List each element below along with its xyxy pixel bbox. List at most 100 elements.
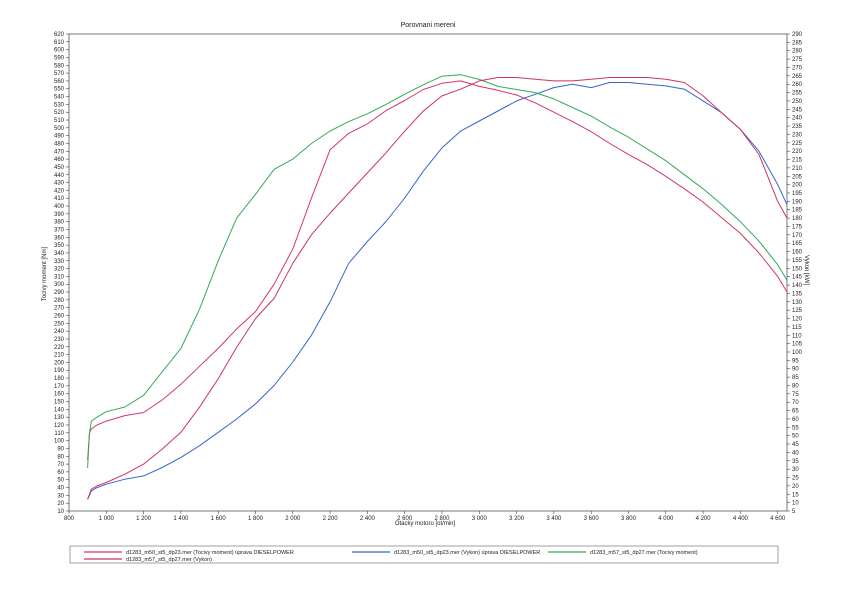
y-tick-label: 360	[54, 235, 65, 241]
y-tick-label: 410	[54, 196, 65, 202]
y2-tick-label: 175	[792, 224, 803, 230]
y2-tick-label: 70	[792, 400, 799, 406]
y-tick-label: 270	[54, 306, 65, 312]
x-tick-label: 4 400	[733, 516, 749, 522]
y2-tick-label: 95	[792, 358, 799, 364]
y-tick-label: 380	[54, 220, 65, 226]
y-tick-label: 560	[54, 79, 65, 85]
y2-tick-label: 170	[792, 233, 803, 239]
y-tick-label: 350	[54, 243, 65, 249]
y2-tick-label: 35	[792, 459, 799, 465]
y2-tick-label: 50	[792, 434, 799, 440]
y-tick-label: 10	[57, 509, 64, 515]
y2-tick-label: 155	[792, 258, 803, 264]
y-tick-label: 30	[57, 493, 64, 499]
y2-tick-label: 165	[792, 241, 803, 247]
y2-tick-label: 160	[792, 250, 803, 256]
y2-tick-label: 275	[792, 57, 803, 63]
legend: d1283_m50_st5_dp23.mer (Tocivy moment) ú…	[69, 545, 779, 564]
y-tick-label: 100	[54, 439, 65, 445]
y2-tick-label: 200	[792, 183, 803, 189]
y2-tick-label: 140	[792, 283, 803, 289]
y2-tick-label: 110	[792, 333, 802, 339]
y-tick-label: 170	[54, 384, 65, 390]
y2-tick-label: 150	[792, 266, 803, 272]
y2-tick-label: 180	[792, 216, 803, 222]
y-tick-label: 140	[54, 407, 65, 413]
y-tick-label: 320	[54, 267, 65, 273]
y2-tick-label: 120	[792, 317, 803, 323]
y-tick-label: 220	[54, 345, 65, 351]
x-axis-title: Otacky motoru [ot/min]	[395, 521, 456, 527]
y-axis-title: Tocivy moment [Nm]	[42, 246, 48, 301]
y-tick-label: 480	[54, 141, 65, 147]
y2-tick-label: 115	[792, 325, 802, 331]
y-tick-label: 160	[54, 392, 65, 398]
y2-tick-label: 265	[792, 74, 803, 80]
x-tick-label: 2 800	[434, 516, 450, 522]
series-line-2	[87, 82, 788, 500]
y-tick-label: 520	[54, 110, 65, 116]
y-tick-label: 250	[54, 321, 65, 327]
x-tick-label: 2 400	[360, 516, 376, 522]
y-tick-label: 180	[54, 376, 65, 382]
y-tick-label: 610	[54, 40, 65, 46]
y2-tick-label: 30	[792, 467, 799, 473]
y2-tick-label: 220	[792, 149, 803, 155]
y-tick-label: 150	[54, 400, 65, 406]
y-tick-label: 230	[54, 337, 65, 343]
y-tick-label: 370	[54, 227, 65, 233]
series-layer	[87, 74, 788, 500]
y-tick-label: 600	[54, 48, 65, 54]
y2-tick-label: 190	[792, 199, 803, 205]
y-tick-label: 310	[54, 274, 65, 280]
y2-tick-label: 25	[792, 476, 799, 482]
axes-layer: 1020304050607080901001101201301401501601…	[54, 32, 803, 522]
y-tick-label: 130	[54, 415, 65, 421]
y-tick-label: 330	[54, 259, 65, 265]
y2-tick-label: 185	[792, 208, 803, 214]
x-tick-label: 1 800	[248, 516, 264, 522]
y-tick-label: 280	[54, 298, 65, 304]
x-tick-label: 4 200	[696, 516, 712, 522]
y-tick-label: 200	[54, 360, 65, 366]
y-tick-label: 620	[54, 32, 65, 38]
plot-frame	[68, 33, 788, 512]
x-tick-label: 3 000	[472, 516, 488, 522]
x-tick-label: 800	[64, 516, 75, 522]
y2-tick-label: 280	[792, 49, 803, 55]
y-tick-label: 90	[57, 446, 64, 452]
y-tick-label: 440	[54, 173, 65, 179]
y2-tick-label: 215	[792, 158, 803, 164]
x-tick-label: 2 200	[323, 516, 339, 522]
legend-label-1: d1283_m50_st5_dp23.mer (Tocivy moment) ú…	[126, 550, 294, 556]
y2-tick-label: 270	[792, 65, 803, 71]
y2-tick-label: 75	[792, 392, 799, 398]
series-line-1	[87, 80, 788, 461]
y2-tick-label: 45	[792, 442, 799, 448]
y2-tick-label: 205	[792, 174, 803, 180]
y-tick-label: 460	[54, 157, 65, 163]
y2-tick-label: 105	[792, 342, 803, 348]
y2-tick-label: 90	[792, 367, 799, 373]
y-tick-label: 430	[54, 181, 65, 187]
y2-tick-label: 5	[792, 509, 796, 515]
y-tick-label: 590	[54, 55, 65, 61]
y2-tick-label: 85	[792, 375, 799, 381]
y-tick-label: 210	[54, 353, 65, 359]
y-tick-label: 110	[54, 431, 64, 437]
y2-tick-label: 145	[792, 275, 803, 281]
y-tick-label: 120	[54, 423, 65, 429]
y2-tick-label: 195	[792, 191, 803, 197]
y2-tick-label: 130	[792, 300, 803, 306]
y-tick-label: 190	[54, 368, 65, 374]
chart-title: Porovnani mereni	[401, 22, 456, 29]
y-tick-label: 20	[57, 501, 64, 507]
y-tick-label: 70	[57, 462, 64, 468]
y2-tick-label: 65	[792, 409, 799, 415]
y2-tick-label: 135	[792, 291, 803, 297]
x-tick-label: 1 000	[99, 516, 115, 522]
y2-axis-title: Vykon [kW]	[803, 255, 809, 285]
